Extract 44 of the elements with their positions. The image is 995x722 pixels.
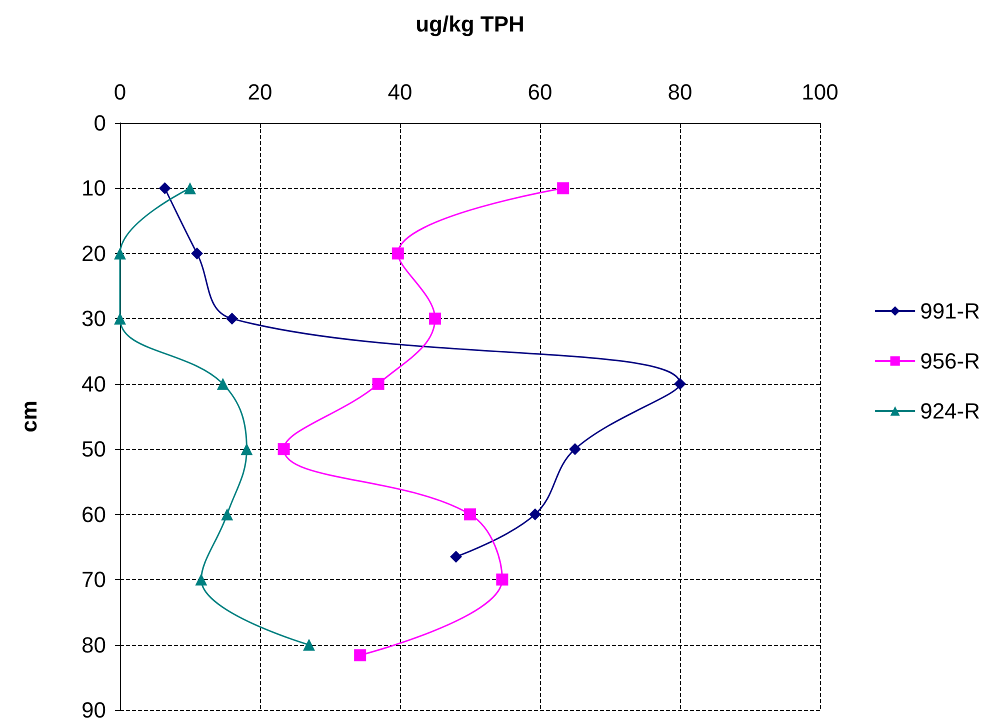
point	[114, 312, 126, 325]
point	[557, 182, 570, 194]
point	[674, 378, 686, 390]
x-tick-label: 0	[114, 80, 126, 104]
point	[184, 182, 196, 194]
point	[226, 312, 238, 325]
point	[303, 638, 315, 651]
legend-label: 991-R	[920, 298, 980, 324]
y-axis-title: cm	[16, 400, 42, 432]
x-tick-label: 80	[668, 80, 692, 104]
point	[278, 443, 290, 456]
y-tick-label: 90	[82, 698, 106, 722]
x-tick-label: 20	[248, 80, 272, 104]
point	[114, 247, 126, 260]
point	[496, 574, 508, 586]
point	[216, 378, 229, 390]
x-tick-label: 100	[802, 80, 838, 104]
point	[429, 312, 441, 325]
y-tick-label: 0	[94, 110, 106, 136]
point	[240, 443, 253, 456]
point	[392, 247, 404, 260]
y-tick-label: 70	[82, 567, 106, 592]
legend-label: 956-R	[920, 348, 980, 374]
y-tick-label: 80	[82, 632, 106, 658]
point	[450, 550, 462, 563]
point	[158, 182, 171, 194]
y-tick-label: 40	[82, 371, 106, 396]
legend-label: 924-R	[920, 398, 980, 424]
y-tick-label: 60	[82, 502, 106, 527]
y-tick-label: 30	[82, 306, 106, 332]
point	[464, 508, 476, 520]
x-tick-label: 40	[388, 80, 412, 104]
point	[354, 649, 366, 662]
x-axis-title: ug/kg TPH	[416, 12, 524, 36]
point	[221, 508, 234, 520]
point	[195, 574, 208, 586]
point	[191, 247, 203, 260]
y-tick-label: 20	[82, 240, 106, 266]
point	[569, 443, 581, 456]
point	[372, 378, 384, 390]
point	[529, 508, 542, 520]
y-tick-label: 10	[82, 176, 106, 201]
x-tick-label: 60	[528, 80, 552, 104]
y-tick-label: 50	[82, 436, 106, 462]
